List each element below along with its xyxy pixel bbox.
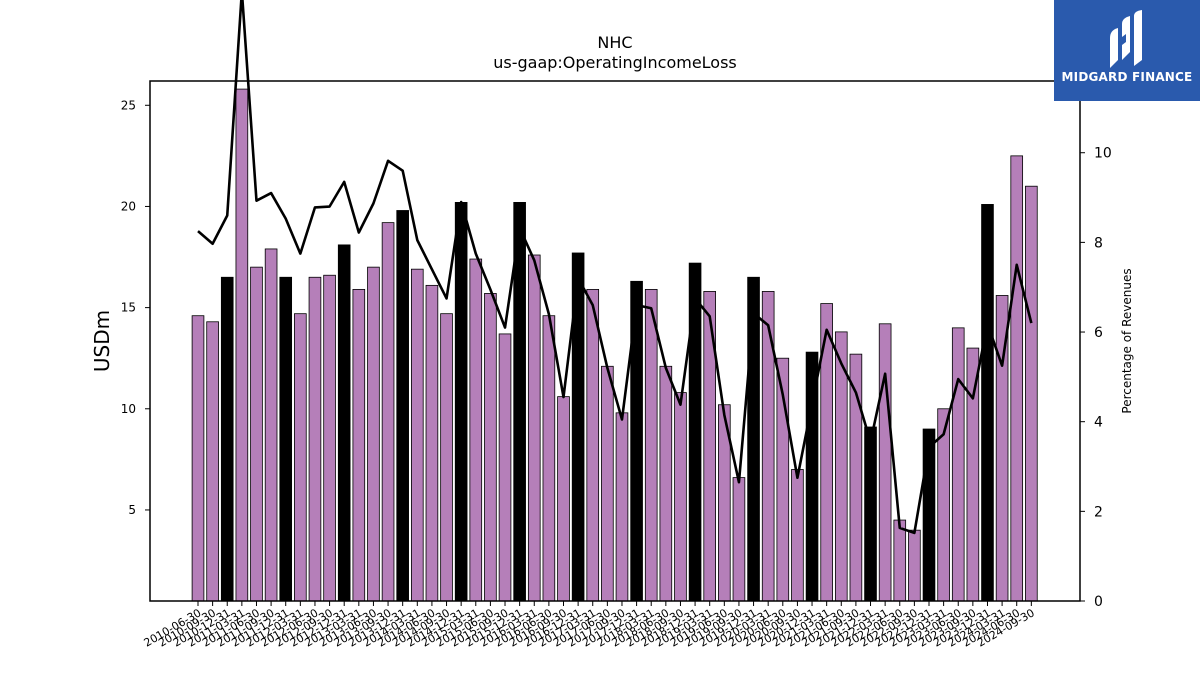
bar-2023-12-31 [981,204,994,602]
bar-2011-09-30 [264,248,278,602]
bar-2010-06-30 [191,315,205,602]
bar-2012-03-31 [294,313,307,602]
line-group [197,0,1033,535]
y2-tick-label: 8 [1094,235,1103,251]
y-tick-label: 25 [121,98,136,112]
percentage-line [197,0,1033,535]
y2-tick-label: 2 [1094,504,1103,520]
y2-tick-label: 6 [1094,325,1103,341]
bar-2013-06-30 [367,266,380,602]
bar-2013-12-31 [396,210,409,602]
bar-2017-03-31 [586,288,600,602]
bar-2013-03-31 [352,288,366,602]
plot-frame [149,80,1081,602]
bar-2011-06-30 [250,266,263,602]
chart-subtitle: us-gaap:OperatingIncomeLoss [493,53,737,72]
y-axis-label: USDm [90,310,114,372]
y-axis-left: 5 10 15 20 25 [121,98,150,517]
y-tick-label: 5 [128,503,136,517]
bar-2016-03-31 [527,254,541,602]
bar-2021-12-31 [864,426,877,602]
bar-2023-09-30 [966,347,980,602]
bar-2024-09-30 [1025,185,1038,602]
y2-tick-label: 4 [1094,415,1103,431]
y2-axis-label: Percentage of Revenues [1120,268,1134,413]
bar-2014-12-31 [454,201,468,602]
brand-logo: MIDGARD FINANCE [1054,0,1200,101]
y-tick-label: 20 [121,199,136,213]
bar-2015-03-31 [469,258,483,602]
bar-2018-03-31 [644,288,658,602]
bar-2022-09-30 [908,529,921,602]
bar-2012-06-30 [308,276,322,602]
bar-2015-06-30 [484,293,497,602]
x-axis: 2010-06-302010-09-302010-12-312011-03-31… [142,601,1037,650]
y2-tick-label: 10 [1094,146,1112,162]
logo-text: MIDGARD FINANCE [1061,70,1193,84]
logo-icon [1110,10,1142,68]
bar-2017-09-30 [615,412,629,602]
bar-2012-09-30 [323,274,336,602]
bar-2014-09-30 [440,313,453,602]
bar-2011-12-31 [279,276,293,602]
bar-2023-06-30 [951,327,965,602]
bar-2016-09-30 [557,396,570,602]
bar-2022-03-31 [878,323,892,602]
bars-group [191,88,1038,602]
y-tick-label: 10 [121,402,136,416]
bar-2014-06-30 [425,284,439,602]
bar-2022-06-30 [893,519,907,602]
bar-2010-09-30 [206,321,219,602]
bar-2015-09-30 [498,333,512,602]
bar-2010-12-31 [220,276,234,602]
y-tick-label: 15 [121,301,136,315]
bar-2020-03-31 [761,291,775,602]
bar-2019-09-30 [732,477,746,602]
bar-2014-03-31 [410,268,424,602]
bar-2011-03-31 [235,88,249,602]
bar-2018-09-30 [674,392,687,602]
chart-title: NHC [597,33,632,52]
bar-2012-12-31 [337,244,351,602]
bar-2016-06-30 [542,315,556,602]
bar-2018-06-30 [659,365,673,602]
bar-2020-09-30 [791,469,804,602]
y-axis-right: 0 2 4 6 8 10 [1080,146,1112,610]
bar-2017-06-30 [601,365,614,602]
bar-2018-12-31 [688,262,702,602]
y2-tick-label: 0 [1094,594,1103,610]
bar-2024-06-30 [1010,155,1024,602]
bar-2013-09-30 [381,222,395,602]
